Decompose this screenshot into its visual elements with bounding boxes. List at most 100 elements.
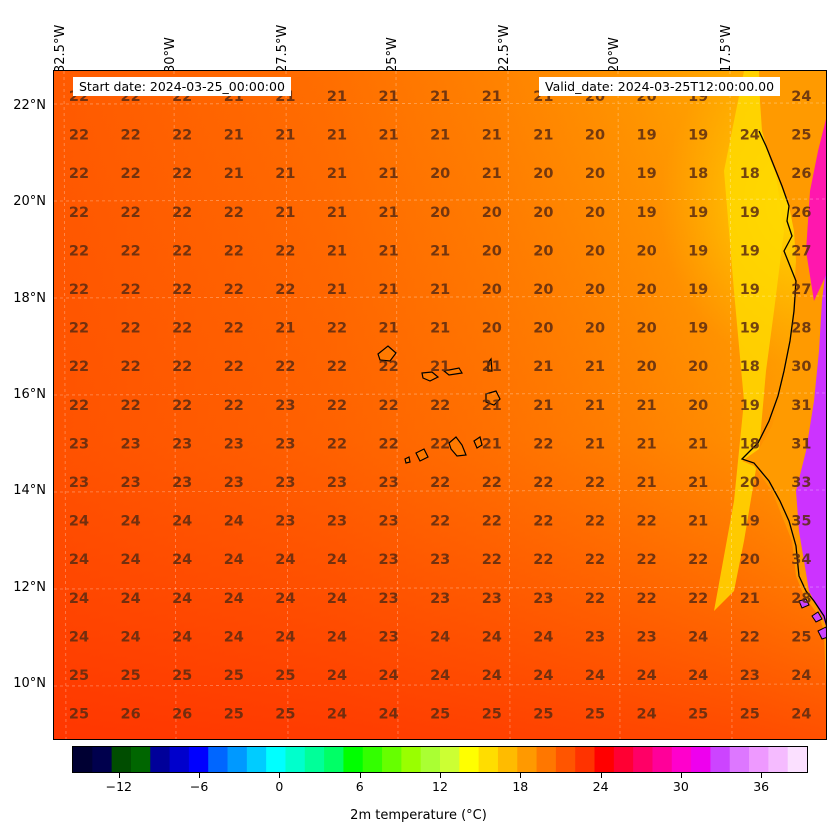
temperature-value: 21 (533, 128, 553, 144)
temperature-value: 23 (275, 514, 295, 530)
colorbar-tick-label: 24 (592, 779, 609, 794)
temperature-value: 25 (224, 668, 244, 684)
temperature-value: 25 (482, 707, 502, 723)
temperature-value: 23 (121, 475, 141, 491)
colorbar-segment (459, 747, 480, 772)
colorbar-segment (130, 747, 151, 772)
temperature-value: 25 (121, 668, 141, 684)
temperature-value: 22 (585, 475, 605, 491)
valid-date-box: Valid_date: 2024-03-25T12:00:00.00 (539, 77, 781, 96)
temperature-value: 23 (275, 436, 295, 452)
temperature-value: 20 (585, 282, 605, 298)
temperature-value: 21 (379, 243, 399, 259)
temperature-value: 23 (740, 668, 760, 684)
temperature-value: 22 (327, 436, 347, 452)
temperature-value: 24 (533, 629, 553, 645)
temperature-value: 20 (533, 321, 553, 337)
temperature-value: 27 (791, 243, 811, 259)
temperature-value: 24 (482, 629, 502, 645)
temperature-value: 21 (430, 282, 450, 298)
colorbar-segment (729, 747, 750, 772)
temperature-value: 22 (637, 514, 657, 530)
temperature-value: 24 (121, 514, 141, 530)
temperature-value: 21 (430, 128, 450, 144)
temperature-value: 24 (224, 629, 244, 645)
temperature-value: 22 (637, 591, 657, 607)
colorbar-title: 2m temperature (°C) (350, 808, 487, 823)
temperature-value: 21 (430, 359, 450, 375)
temperature-value: 21 (379, 205, 399, 221)
island-brava (404, 456, 411, 464)
island-maio (473, 436, 483, 449)
temperature-value: 22 (172, 205, 192, 221)
temperature-value: 22 (121, 282, 141, 298)
temperature-value: 22 (172, 282, 192, 298)
temperature-value: 27 (791, 282, 811, 298)
temperature-value: 22 (121, 321, 141, 337)
colorbar-tick (680, 773, 682, 778)
colorbar-tick (359, 773, 361, 778)
colorbar-segment (324, 747, 345, 772)
temperature-value: 23 (637, 629, 657, 645)
colorbar-segment (227, 747, 248, 772)
temperature-value: 25 (740, 707, 760, 723)
colorbar (72, 746, 808, 773)
temperature-value: 21 (327, 205, 347, 221)
inland-warm-zone (806, 119, 826, 301)
temperature-value: 22 (533, 552, 553, 568)
temperature-value: 24 (791, 89, 811, 105)
temperature-value: 22 (121, 398, 141, 414)
temperature-value: 21 (533, 359, 553, 375)
temperature-value: 23 (379, 591, 399, 607)
temperature-value: 20 (533, 205, 553, 221)
temperature-value: 25 (69, 707, 89, 723)
colorbar-tick-label: 0 (275, 779, 284, 794)
temperature-value: 23 (121, 436, 141, 452)
temperature-value: 20 (740, 475, 760, 491)
temperature-value: 26 (791, 205, 811, 221)
lat-label: 22°N (13, 98, 46, 113)
colorbar-tick-label: 36 (753, 779, 770, 794)
temperature-value: 21 (585, 398, 605, 414)
temperature-value: 22 (69, 128, 89, 144)
temperature-value: 23 (172, 436, 192, 452)
temperature-value: 20 (430, 166, 450, 182)
temperature-value: 24 (327, 629, 347, 645)
temperature-value: 21 (327, 166, 347, 182)
temperature-value: 25 (224, 707, 244, 723)
temperature-value: 25 (791, 629, 811, 645)
temperature-value: 24 (121, 591, 141, 607)
colorbar-segment (613, 747, 634, 772)
lat-label: 12°N (13, 580, 46, 595)
temperature-value: 21 (637, 475, 657, 491)
temperature-value: 21 (275, 166, 295, 182)
temperature-value: 20 (482, 243, 502, 259)
temperature-value: 18 (740, 166, 760, 182)
temperature-value: 22 (69, 398, 89, 414)
temperature-value: 21 (327, 243, 347, 259)
colorbar-segment (594, 747, 615, 772)
lon-label: 32.5°W (53, 24, 68, 73)
temperature-value: 22 (430, 398, 450, 414)
colorbar-segment (652, 747, 673, 772)
temperature-value: 21 (379, 282, 399, 298)
temperature-value: 21 (275, 321, 295, 337)
temperature-value: 22 (275, 359, 295, 375)
temperature-value: 22 (121, 243, 141, 259)
temperature-value: 22 (482, 552, 502, 568)
temperature-value: 24 (224, 552, 244, 568)
temperature-value: 20 (688, 398, 708, 414)
temperature-value: 25 (172, 668, 192, 684)
temperature-value: 25 (688, 707, 708, 723)
temperature-value: 19 (637, 128, 657, 144)
lon-label: 17.5°W (719, 24, 734, 73)
graticule (54, 71, 826, 739)
colorbar-segment (285, 747, 306, 772)
temperature-value: 24 (275, 629, 295, 645)
temperature-value: 19 (740, 321, 760, 337)
temperature-value: 25 (275, 707, 295, 723)
temperature-value: 26 (172, 707, 192, 723)
colorbar-segment (478, 747, 499, 772)
temperature-value: 25 (791, 128, 811, 144)
temperature-value: 19 (688, 243, 708, 259)
